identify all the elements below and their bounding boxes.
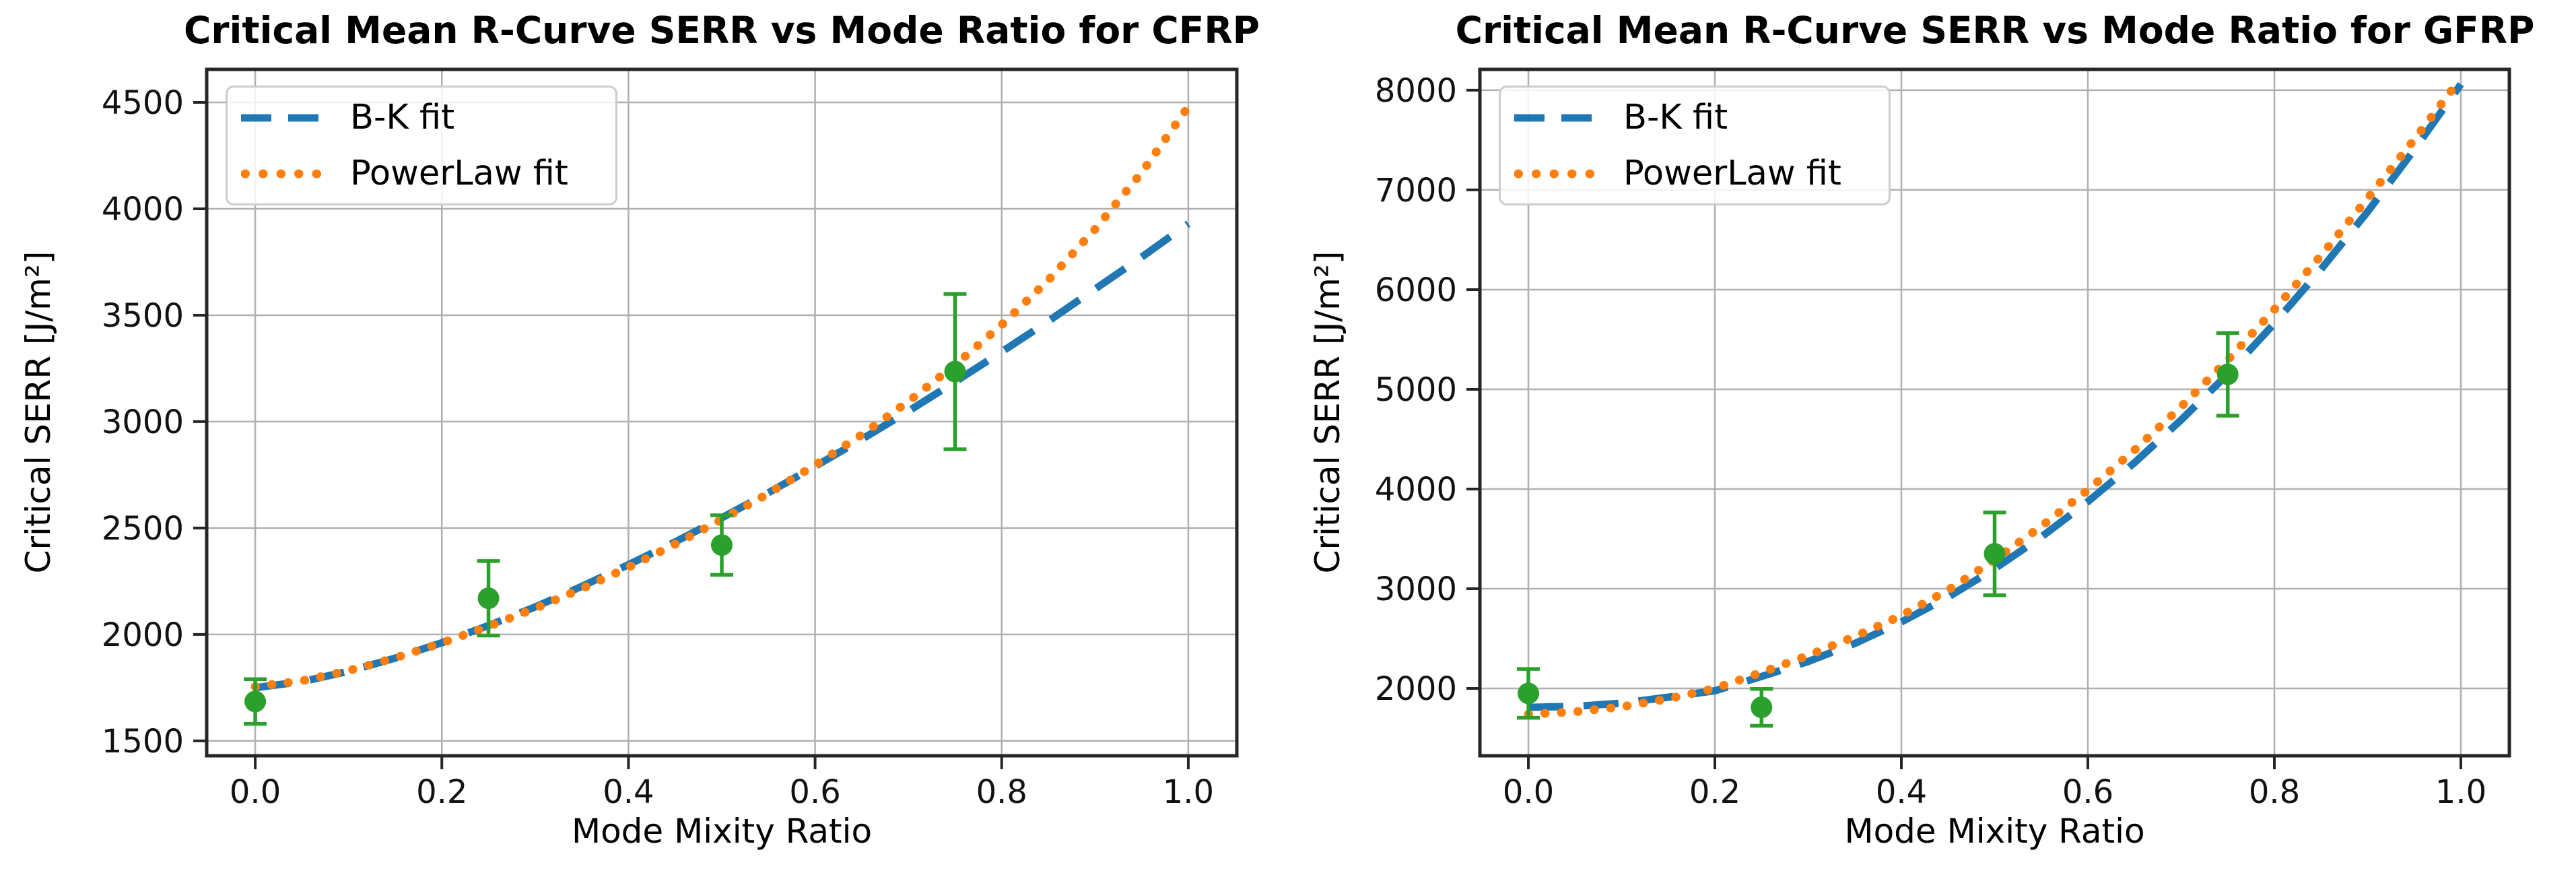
tick-marks (1466, 88, 2462, 769)
x-tick-label: 0.2 (1689, 773, 1740, 811)
y-tick-label: 2000 (102, 616, 184, 654)
y-tick-label: 5000 (1375, 371, 1457, 409)
bk-fit-curve (255, 220, 1191, 692)
x-tick-label: 0.4 (1876, 773, 1927, 811)
x-axis-label-gfrp: Mode Mixity Ratio (1844, 812, 2145, 851)
data-point-marker (1518, 682, 1540, 705)
dotted-line-icon (241, 169, 322, 178)
legend-label: B-K fit (1623, 98, 1728, 137)
x-tick-label: 0.8 (976, 773, 1027, 811)
legend-label: PowerLaw fit (1623, 154, 1841, 193)
x-tick-label: 1.0 (1163, 773, 1214, 811)
legend-entry-bk-fit: B-K fit (241, 100, 615, 135)
y-tick-label: 6000 (1375, 271, 1457, 309)
bk-fit-curve (1528, 82, 2464, 711)
y-axis-label-gfrp: Critical SERR [J/m²] (1308, 251, 1347, 574)
y-tick-label: 3000 (1375, 571, 1457, 608)
chart-title-cfrp: Critical Mean R-Curve SERR vs Mode Ratio… (183, 9, 1260, 52)
x-tick-label: 0.0 (230, 773, 281, 811)
data-point-marker (1984, 543, 2006, 565)
legend-entry-powerlaw-fit: PowerLaw fit (1514, 156, 1889, 191)
tick-labels: 0.0 0.2 0.4 0.6 0.8 1.0 2000 3000 4000 5000 6000 70… (1375, 72, 2486, 811)
x-tick-label: 0.6 (2062, 773, 2113, 811)
y-tick-label: 4000 (1375, 471, 1457, 509)
y-tick-label: 4500 (102, 84, 184, 122)
dashed-line-icon (1514, 114, 1595, 121)
data-point-marker (711, 534, 733, 556)
cfrp-plot: 0.0 0.2 0.4 0.6 0.8 1.0 1500 2000 2500 3000 3500 40… (102, 67, 1239, 811)
x-tick-label: 0.0 (1503, 773, 1554, 811)
y-axis-label-cfrp: Critical SERR [J/m²] (19, 251, 58, 574)
data-point-marker (944, 360, 966, 383)
y-tick-label: 8000 (1375, 72, 1457, 110)
legend-entry-bk-fit: B-K fit (1514, 100, 1889, 135)
data-point-marker (244, 690, 267, 713)
tick-labels: 0.0 0.2 0.4 0.6 0.8 1.0 1500 2000 2500 3000 3500 40… (102, 84, 1214, 811)
y-tick-label: 7000 (1375, 172, 1457, 209)
y-tick-label: 3000 (102, 403, 184, 441)
y-tick-label: 2500 (102, 510, 184, 548)
x-tick-label: 0.4 (603, 773, 654, 811)
tick-marks (193, 100, 1190, 769)
x-tick-label: 0.8 (2249, 773, 2300, 811)
axes-spines (1478, 67, 2511, 758)
gfrp-plot: 0.0 0.2 0.4 0.6 0.8 1.0 2000 3000 4000 5000 6000 70… (1375, 67, 2511, 811)
y-tick-label: 4000 (102, 191, 184, 228)
y-tick-label: 3500 (102, 297, 184, 335)
legend-label: PowerLaw fit (350, 154, 568, 193)
legend-entry-powerlaw-fit: PowerLaw fit (241, 156, 615, 191)
x-axis-label-cfrp: Mode Mixity Ratio (571, 812, 873, 851)
legend-label: B-K fit (350, 98, 455, 137)
dashed-line-icon (241, 114, 322, 121)
legend-cfrp: B-K fit PowerLaw fit (226, 86, 617, 205)
data-point-marker (1751, 696, 1773, 719)
x-tick-label: 0.2 (416, 773, 467, 811)
y-tick-label: 2000 (1375, 670, 1457, 708)
data-point-marker (2216, 363, 2239, 385)
data-points (244, 292, 967, 726)
legend-gfrp: B-K fit PowerLaw fit (1499, 86, 1891, 205)
axes-spines (205, 67, 1239, 758)
y-tick-label: 1500 (102, 723, 184, 760)
x-tick-label: 1.0 (2435, 773, 2486, 811)
data-points (1517, 331, 2239, 728)
chart-title-gfrp: Critical Mean R-Curve SERR vs Mode Ratio… (1455, 9, 2535, 52)
dotted-line-icon (1514, 169, 1595, 178)
x-tick-label: 0.6 (789, 773, 840, 811)
data-point-marker (477, 587, 500, 610)
